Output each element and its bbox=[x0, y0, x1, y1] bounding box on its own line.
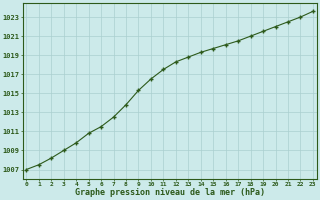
X-axis label: Graphe pression niveau de la mer (hPa): Graphe pression niveau de la mer (hPa) bbox=[75, 188, 265, 197]
